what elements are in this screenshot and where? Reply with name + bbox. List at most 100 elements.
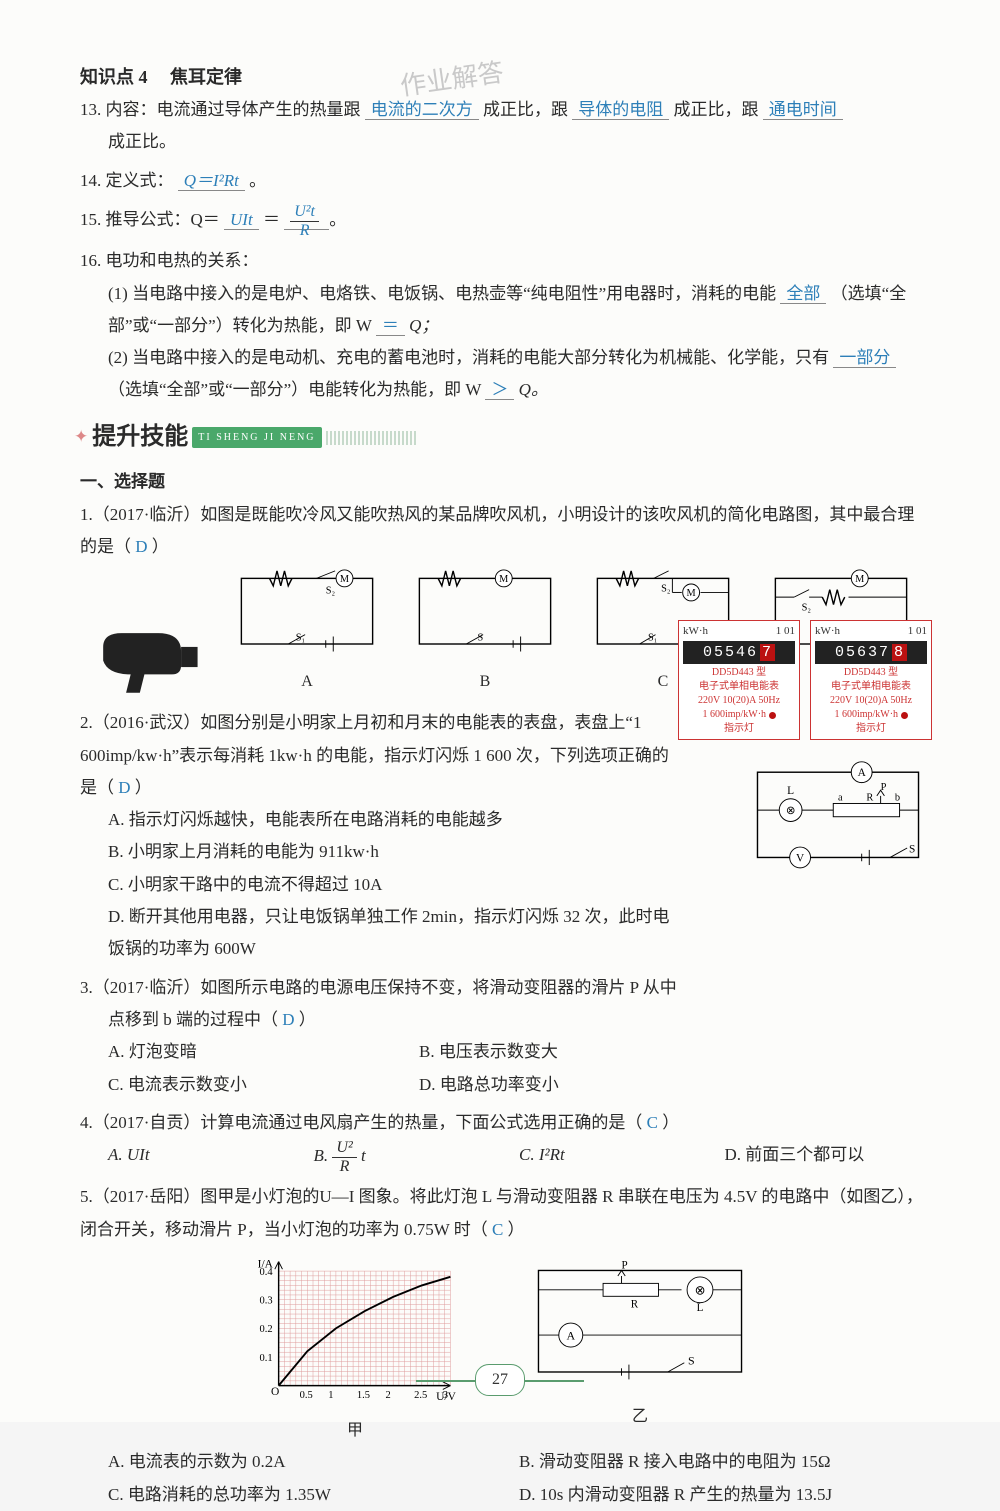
q2-ans: D [118,778,130,797]
q5A: A. 电流表的示数为 0.2A [108,1446,519,1478]
svg-text:M: M [340,574,349,585]
m2rate: 1 600imp/kW·h [834,709,898,720]
m1rl: 7 [760,644,775,661]
q5-figs: I/A U/V O 0.10.20.30.4 0.511.522.53 甲 PR… [80,1252,930,1446]
svg-text:3: 3 [443,1390,448,1401]
meter-2: kW·h1 01 056378 DD5D443 型 电子式单相电能表 220V … [810,620,932,740]
q5-close: ） [508,1220,525,1239]
svg-text:b: b [895,793,900,804]
m1mod: DD5D443 型 [683,666,795,680]
svg-text:2.5: 2.5 [414,1390,427,1401]
q4A: A. UIt [108,1139,314,1175]
m1led: 指示灯 [683,722,795,736]
q1: 1.（2017·临沂）如图是既能吹冷风又能吹热风的某品牌吹风机，小明设计的该吹风… [80,499,930,564]
q3-s2: 点移到 b 端的过程中（ [80,1010,278,1029]
q5-opts: A. 电流表的示数为 0.2A B. 滑动变阻器 R 接入电路中的电阻为 15Ω… [80,1446,930,1511]
q2A: A. 指示灯闪烁越快，电能表所在电路消耗的电能越多 [80,804,680,836]
led-icon [769,712,776,719]
q13-f2: 导体的电阻 [572,100,669,120]
q4-close: ） [662,1113,679,1132]
l-jia: 甲 [250,1416,460,1446]
q2B: B. 小明家上月消耗的电能为 911kw·h [80,836,680,868]
meter-1: kW·h1 01 055467 DD5D443 型 电子式单相电能表 220V … [678,620,800,740]
q4: 4.（2017·自贡）计算电流通过电风扇产生的热量，下面公式选用正确的是（ C … [80,1107,930,1175]
q13-tail: 成正比。 [80,126,930,158]
q15-eq: ＝ [263,210,280,229]
q4Bb: R [332,1158,356,1176]
q2-stem: 2.（2016·武汉）如图分别是小明家上月初和月末的电能表的表盘，表盘上“1 6… [80,713,669,797]
q5-circuit: PR ⊗ L A S [520,1252,760,1390]
skill-pinyin: TI SHENG JI NENG [192,427,321,448]
q14-tail: 。 [249,171,266,190]
m2rl: 8 [892,644,907,661]
svg-text:0.4: 0.4 [260,1267,274,1278]
circuit-A: M S₂ S₁ [232,569,382,653]
m1s: 220V 10(20)A 50Hz [683,694,795,708]
m1rate: 1 600imp/kW·h [702,709,766,720]
q5B: B. 滑动变阻器 R 接入电路中的电阻为 15Ω [519,1446,930,1478]
q13-m1: 成正比，跟 [483,100,568,119]
mc-head: 一、选择题 [80,466,930,498]
q2-close: ） [135,778,152,797]
q16-p2b: （选填“全部”或“一部分”）电能转化为热能，即 W [108,380,481,399]
q14-label: 14. 定义式： [80,171,174,190]
q15-frac: U²tR [284,210,329,230]
q15-ft: U²t [290,203,319,222]
svg-text:M: M [687,588,696,599]
q4Bpre: B. [314,1146,333,1165]
circ-B-wrap: M S B [410,569,560,697]
skill-banner: ✦ 提升技能 TI SHENG JI NENG [74,415,930,461]
svg-text:P: P [622,1260,628,1272]
q13-m2: 成正比，跟 [674,100,759,119]
q14: 14. 定义式： Q＝I²Rt 。 [80,165,930,197]
q16-p2f: 一部分 [833,348,896,368]
q13-f3: 通电时间 [763,100,843,120]
q4B: B. U²R t [314,1139,520,1175]
q15-fb: R [290,222,319,240]
q15-tail: 。 [329,210,346,229]
svg-text:S₂: S₂ [326,586,336,597]
m2led: 指示灯 [815,722,927,736]
svg-text:0.1: 0.1 [260,1353,273,1364]
svg-text:L: L [697,1302,704,1314]
svg-text:L: L [787,785,794,797]
q5-graph: I/A U/V O 0.10.20.30.4 0.511.522.53 [250,1252,460,1405]
svg-text:1.5: 1.5 [357,1390,370,1401]
svg-text:S₁: S₁ [296,632,305,643]
m2d: 电子式单相电能表 [815,680,927,694]
q14-f: Q＝I²Rt [178,171,245,191]
q4-stem: 4.（2017·自贡）计算电流通过电风扇产生的热量，下面公式选用正确的是（ [80,1113,642,1132]
q3-ans: D [282,1010,294,1029]
m2r: 05637 [835,644,890,661]
q4C: C. I²Rt [519,1139,725,1175]
svg-text:0.5: 0.5 [300,1390,313,1401]
svg-text:a: a [838,793,843,804]
q4D: D. 前面三个都可以 [725,1139,931,1175]
q16-p2op: ＞ [485,380,514,400]
m1hl: kW·h [683,624,708,639]
svg-text:0.3: 0.3 [260,1295,273,1306]
svg-text:A: A [566,1329,575,1343]
q16-p1: (1) 当电路中接入的是电炉、电烙铁、电饭锅、电热壶等“纯电阻性”用电器时，消耗… [80,278,930,343]
svg-text:R: R [631,1298,639,1310]
kp-label: 知识点 4 [80,67,148,87]
q16-p1a: (1) 当电路中接入的是电炉、电烙铁、电饭锅、电热壶等“纯电阻性”用电器时，消耗… [108,284,776,303]
q5C: C. 电路消耗的总功率为 1.35W [108,1479,519,1511]
q5D: D. 10s 内滑动变阻器 R 产生的热量为 13.5J [519,1479,930,1511]
lA: A [232,667,382,697]
q13: 13. 内容：电流通过导体产生的热量跟 电流的二次方 成正比，跟 导体的电阻 成… [80,94,930,159]
svg-text:S₁: S₁ [648,632,657,643]
svg-text:R: R [866,793,873,804]
q5: 5.（2017·岳阳）图甲是小灯泡的U—I 图象。将此灯泡 L 与滑动变阻器 R… [80,1181,930,1246]
q16-p1f: 全部 [780,284,826,304]
q3-close: ） [299,1010,316,1029]
svg-text:0.2: 0.2 [260,1324,273,1335]
q5-ans: C [492,1220,503,1239]
m1r: 05546 [703,644,758,661]
svg-text:2: 2 [386,1390,391,1401]
q3-opts: A. 灯泡变暗 B. 电压表示数变大 C. 电流表示数变小 D. 电路总功率变小 [80,1036,730,1101]
q4Bt: U² [332,1139,356,1158]
svg-text:1: 1 [328,1390,333,1401]
skill-dots [326,431,416,445]
q16-p1op: ＝ [376,316,405,336]
